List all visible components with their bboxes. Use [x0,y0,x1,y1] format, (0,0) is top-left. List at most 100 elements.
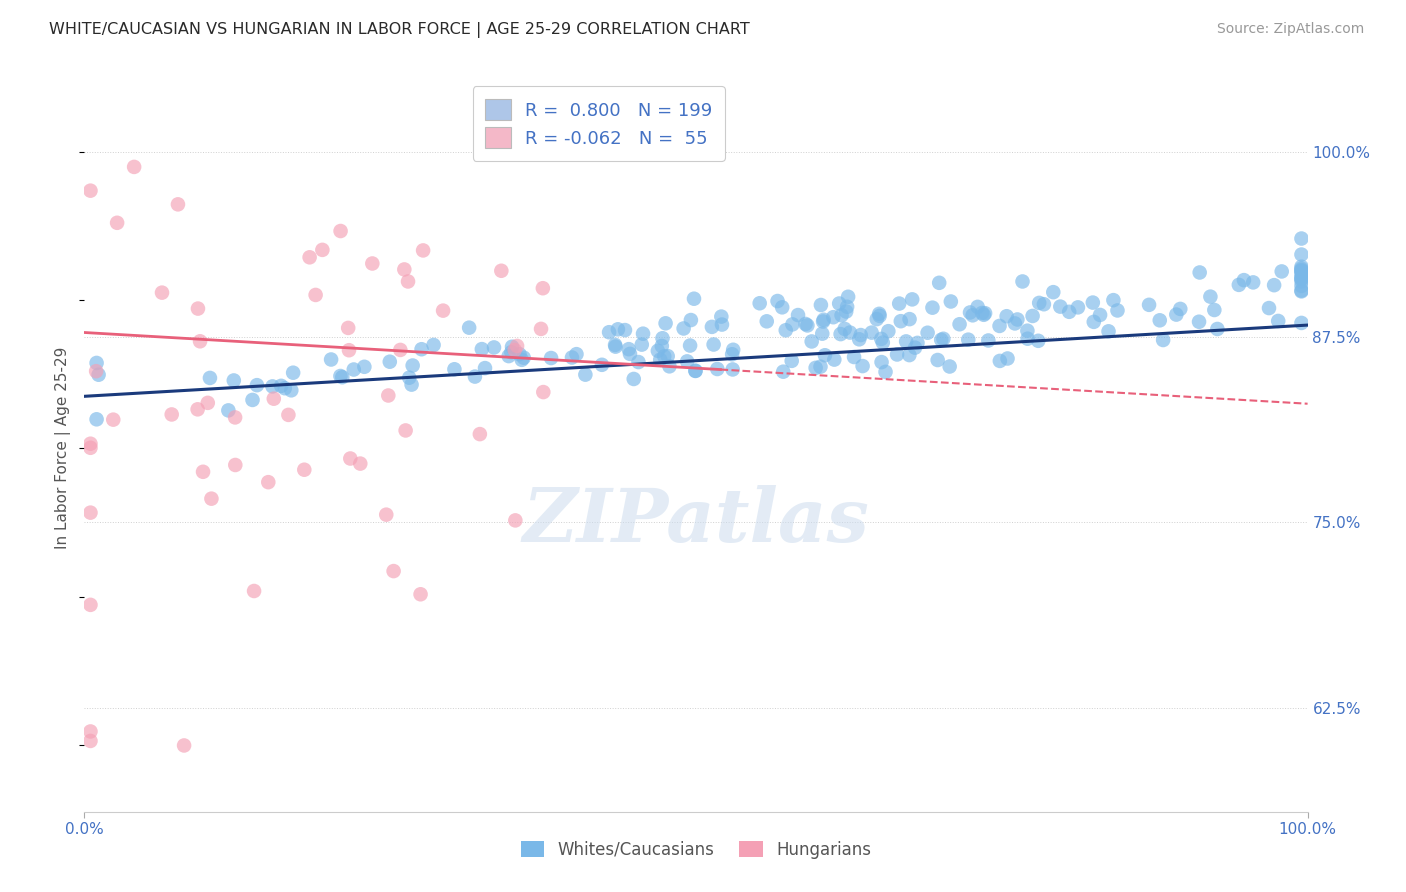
Point [834,322,856,336]
Point [654,316,676,330]
Point [875,365,897,379]
Point [1168,301,1191,316]
Point [823,310,845,325]
Point [1199,290,1222,304]
Point [1206,322,1229,336]
Point [1291,260,1313,274]
Point [458,320,481,334]
Point [652,349,675,363]
Point [679,313,702,327]
Point [877,324,900,338]
Point [748,296,770,310]
Point [672,321,695,335]
Point [187,301,209,316]
Point [394,424,416,438]
Point [501,340,523,354]
Point [830,327,852,342]
Point [623,372,645,386]
Point [432,303,454,318]
Point [927,353,949,368]
Point [860,326,883,340]
Point [1166,308,1188,322]
Point [721,362,744,376]
Point [274,381,297,395]
Point [378,355,401,369]
Point [329,224,352,238]
Point [1097,324,1119,338]
Point [503,343,526,357]
Point [1271,264,1294,278]
Point [627,355,650,369]
Point [898,312,921,326]
Point [1017,324,1039,338]
Point [703,337,725,351]
Point [890,314,912,328]
Point [700,319,723,334]
Point [1137,298,1160,312]
Point [1291,267,1313,281]
Point [839,326,862,340]
Point [1004,317,1026,331]
Point [277,408,299,422]
Point [103,412,125,426]
Point [782,318,804,332]
Point [382,564,405,578]
Point [1291,261,1313,276]
Point [1188,265,1211,279]
Point [650,352,672,367]
Point [997,351,1019,366]
Point [471,342,494,356]
Point [710,318,733,332]
Point [917,326,939,340]
Point [904,341,927,355]
Point [770,301,793,315]
Point [921,301,943,315]
Point [1291,279,1313,293]
Point [339,451,361,466]
Point [262,379,284,393]
Point [775,323,797,337]
Legend: Whites/Caucasians, Hungarians: Whites/Caucasians, Hungarians [515,834,877,865]
Point [787,308,810,322]
Point [973,308,995,322]
Point [86,356,108,370]
Point [246,378,269,392]
Point [794,317,817,331]
Point [79,184,101,198]
Point [977,334,1000,348]
Point [683,292,706,306]
Point [443,362,465,376]
Point [1149,313,1171,327]
Point [281,366,304,380]
Point [394,262,416,277]
Point [631,326,654,341]
Point [84,364,107,378]
Point [270,379,292,393]
Point [1291,247,1313,261]
Point [513,351,536,365]
Point [319,352,342,367]
Point [932,332,955,346]
Point [679,338,702,352]
Point [962,308,984,322]
Point [1007,312,1029,326]
Point [188,334,211,349]
Point [957,333,980,347]
Point [995,310,1018,324]
Point [468,427,491,442]
Point [939,294,962,309]
Point [866,312,889,326]
Point [1021,309,1043,323]
Point [755,314,778,328]
Point [974,306,997,320]
Point [353,359,375,374]
Point [721,347,744,361]
Point [160,408,183,422]
Point [1233,273,1256,287]
Point [870,355,893,369]
Point [243,584,266,599]
Point [79,436,101,450]
Point [1291,285,1313,299]
Point [630,337,652,351]
Point [222,374,245,388]
